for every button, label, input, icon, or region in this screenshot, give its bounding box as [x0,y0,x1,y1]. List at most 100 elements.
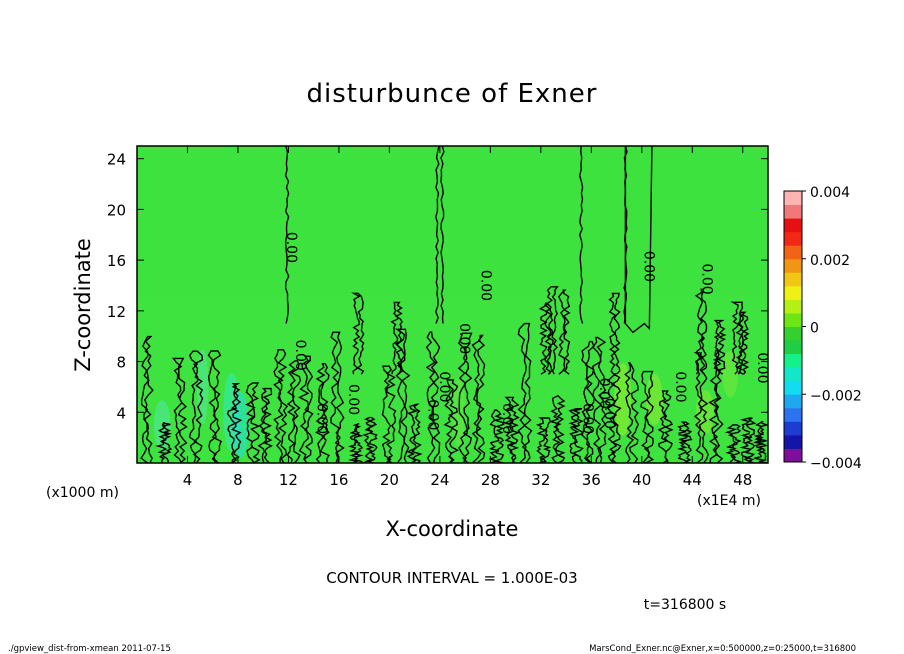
plot-area: 0.00 0.00 0.00 0.00 0.00 0.00 0.00 0.00 0.00 0.00… [107,145,770,489]
footer-right: MarsCond_Exner.nc@Exner,x=0:500000,z=0:2… [589,644,856,654]
colorbar-swatch [784,285,802,300]
colorbar-swatch [784,191,802,206]
colorbar-swatch [784,367,802,382]
shade-blob [722,351,739,398]
y-tick-label: 16 [107,252,126,270]
x-tick-label: 16 [329,471,348,489]
contour-line [591,336,607,464]
x-tick-label: 36 [582,471,601,489]
contour-interval-text: CONTOUR INTERVAL = 1.000E-03 [326,569,577,587]
contour-line [140,335,154,464]
contour-line [739,417,757,464]
contour-line [640,370,655,464]
contour-line [488,409,505,464]
contour-line [694,288,708,375]
contour-line [657,390,674,464]
colorbar-label: 0 [810,321,819,337]
contour-line [736,311,750,375]
contour-line [538,302,552,375]
contour-value-label: 0.00 [456,323,472,354]
colorbar-swatch [784,448,802,463]
x-axis-ticks: 4 8 12 16 20 24 28 32 36 40 44 48 [183,146,752,489]
contour-line [435,145,440,324]
contour-line [730,301,744,375]
contour-line [381,365,397,464]
colorbar-swatch [784,299,802,314]
contour-line [712,319,727,375]
colorbar-labels: 0.004 0.002 0 −0.002 −0.004 [802,185,862,472]
contour-line [330,331,345,464]
contour-value-label: 0.00 [640,251,656,282]
contour-line [708,349,724,464]
contour-line [347,423,364,464]
colorbar-swatch [784,231,802,246]
x-tick-label: 4 [183,471,193,489]
colorbar-label: 0.002 [810,253,850,269]
x-tick-label: 28 [481,471,500,489]
contour-line [273,349,289,464]
y-tick-label: 8 [116,354,126,372]
contour-line [406,403,423,464]
contour-value-label: 0.00 [499,403,515,434]
y-tick-label: 24 [107,151,126,169]
contour-line [581,340,595,464]
x-tick-label: 40 [632,471,651,489]
contour-line [443,379,460,464]
x-tick-label: 12 [279,471,298,489]
contour-line [298,355,314,464]
contour-line [752,421,769,464]
y-tick-label: 20 [107,201,126,219]
contour-value-label: 0.00 [672,371,688,402]
colorbar-swatch [784,434,802,449]
x-unit-note: (x1E4 m) [697,493,761,509]
contour-value-label: 0.00 [754,352,770,383]
y-tick-label: 12 [107,303,126,321]
contour-line [284,145,290,324]
contour-line [390,301,403,375]
x-tick-label: 44 [683,471,702,489]
contour-line [608,292,621,375]
x-tick-label: 8 [233,471,243,489]
colorbar-label: −0.004 [810,456,862,472]
colorbar-swatch [784,394,802,409]
contour-line [548,395,566,464]
x-tick-label: 32 [531,471,550,489]
contour-line [578,145,584,324]
contour-line [546,286,559,375]
contour-value-label: 0.00 [580,403,596,434]
x-tick-label: 24 [430,471,449,489]
contour-line [693,352,709,464]
contour-line [724,424,742,464]
chart-title: disturbunce of Exner [307,79,598,109]
contour-value-label: 0.00 [698,264,714,295]
contour-line [677,421,693,464]
contour-value-label: 0.00 [345,384,361,415]
contour-line [172,357,188,464]
contour-line [257,387,273,464]
contour-line [207,350,222,464]
contour-value-label: 0.00 [436,371,452,402]
z-unit-note: (x1000 m) [46,485,119,501]
contour-value-label: 0.00 [283,232,299,263]
contour-line [245,382,261,464]
contour-value-label: 0.00 [601,398,617,429]
contour-line [440,145,445,324]
shade-blob [645,374,664,426]
contour-line [568,408,584,464]
shade-blob [196,349,209,425]
colorbar-swatch [784,340,802,355]
colorbar-swatch [784,380,802,395]
contour-value-label: 0.00 [292,340,308,371]
upper-green-region [137,146,768,296]
contour-line [606,373,622,464]
contour-line [226,383,243,464]
colorbar-label: 0.004 [810,185,850,201]
footer-left: ./gpview_dist-from-xmean 2011-07-15 [8,644,171,654]
contour-line [315,363,330,464]
x-tick-label: 20 [380,471,399,489]
contour-line [155,422,173,464]
colorbar-swatch [784,245,802,260]
colorbar-swatch [784,326,802,341]
colorbar-swatch [784,204,802,219]
contour-line [517,322,533,464]
